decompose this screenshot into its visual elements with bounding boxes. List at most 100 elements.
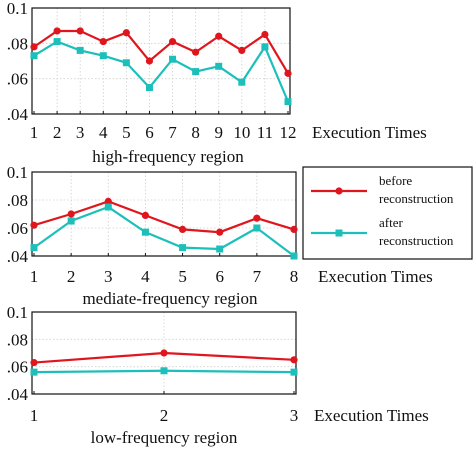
data-point-after bbox=[192, 68, 200, 76]
data-point-before bbox=[216, 228, 224, 236]
series-line-after bbox=[33, 40, 290, 103]
data-point-after bbox=[30, 52, 38, 60]
data-point-after bbox=[284, 98, 292, 106]
data-point-after bbox=[30, 244, 38, 252]
chart-panel-1: .04.06.080.11 2 3 4 5 6 7 8 9 10 11 12 Execution Tim… bbox=[7, 0, 427, 166]
data-point-after bbox=[53, 38, 61, 46]
data-point-after bbox=[169, 55, 177, 63]
x-axis-label: Execution Times bbox=[314, 406, 429, 425]
legend-marker-before bbox=[335, 187, 343, 195]
x-tick-label: 2 bbox=[67, 267, 76, 286]
series-line-before bbox=[33, 29, 289, 74]
data-point-before bbox=[141, 211, 150, 219]
data-point-before bbox=[253, 214, 261, 222]
x-tick-label: 10 bbox=[233, 123, 250, 142]
x-tick-label: 12 bbox=[280, 123, 297, 142]
x-tick-label: 6 bbox=[145, 123, 154, 142]
y-tick-label: .04 bbox=[7, 105, 29, 124]
x-tick-label: 4 bbox=[141, 267, 150, 286]
chart-panels: .04.06.080.11 2 3 4 5 6 7 8 9 10 11 12 Execution Tim… bbox=[7, 0, 433, 447]
data-point-after bbox=[290, 252, 298, 260]
x-tick-label: 3 bbox=[104, 267, 113, 286]
series-line-before bbox=[33, 200, 295, 234]
data-point-before bbox=[290, 225, 298, 233]
series-line-after bbox=[33, 205, 295, 257]
y-tick-label: .08 bbox=[7, 34, 28, 53]
x-tick-label: 3 bbox=[76, 123, 85, 142]
data-point-after bbox=[145, 84, 153, 91]
x-tick-label: 9 bbox=[214, 123, 223, 142]
data-point-before bbox=[53, 27, 61, 35]
data-point-before bbox=[67, 210, 75, 218]
data-point-before bbox=[168, 37, 177, 46]
data-point-after bbox=[253, 224, 261, 232]
data-point-after bbox=[30, 368, 38, 376]
data-point-after bbox=[261, 43, 269, 51]
y-tick-label: 0.1 bbox=[7, 0, 28, 18]
y-tick-label: 0.1 bbox=[7, 303, 28, 322]
x-tick-label: 5 bbox=[122, 123, 131, 142]
data-point-before bbox=[122, 29, 130, 37]
y-tick-label: .06 bbox=[7, 219, 28, 238]
y-tick-label: .08 bbox=[7, 191, 28, 210]
data-point-after bbox=[215, 62, 223, 70]
chart-panel-2: .04 .06 .08 0.1 1 2 3 4 5 6 7 8 Execution Times media… bbox=[7, 163, 433, 308]
data-point-before bbox=[145, 57, 154, 65]
x-tick-label: 7 bbox=[253, 267, 262, 286]
y-tick-label: 0.1 bbox=[7, 163, 28, 182]
data-point-before bbox=[30, 221, 38, 229]
y-tick-label: .06 bbox=[7, 70, 28, 89]
x-tick-label: 1 bbox=[30, 123, 39, 142]
x-tick-label: 6 bbox=[215, 267, 224, 286]
legend-label-after-line2: reconstruction bbox=[379, 233, 454, 248]
data-point-before bbox=[192, 48, 200, 56]
data-point-before bbox=[30, 43, 38, 51]
data-point-before bbox=[284, 69, 292, 77]
x-tick-label: 3 bbox=[290, 406, 299, 425]
chart-panel-3: .04 .06 .08 0.1 1 2 3 Execution Times low-freque… bbox=[7, 303, 429, 447]
y-tick-label: .08 bbox=[7, 330, 28, 349]
data-point-after bbox=[122, 59, 130, 67]
legend-box bbox=[302, 166, 473, 260]
data-point-before bbox=[290, 356, 298, 364]
data-point-after bbox=[290, 368, 298, 376]
x-tick-label: 7 bbox=[168, 123, 177, 142]
y-tick-label: .04 bbox=[7, 385, 29, 404]
data-point-after bbox=[67, 217, 75, 225]
x-tick-label: 1 bbox=[30, 267, 39, 286]
legend-marker-after bbox=[335, 229, 343, 237]
legend-label-after-line1: after bbox=[379, 215, 403, 230]
data-point-before bbox=[178, 225, 187, 233]
panel-title: low-frequency region bbox=[91, 428, 238, 447]
x-axis-label: Execution Times bbox=[318, 267, 433, 286]
x-tick-label: 11 bbox=[257, 123, 273, 142]
x-tick-label: 2 bbox=[160, 406, 169, 425]
data-point-before bbox=[238, 46, 246, 55]
x-tick-label: 8 bbox=[191, 123, 200, 142]
plot-frame bbox=[31, 171, 297, 257]
data-point-before bbox=[30, 358, 38, 367]
plot-frame bbox=[31, 311, 297, 395]
legend: before reconstruction after reconstruction bbox=[302, 166, 473, 260]
x-tick-label: 2 bbox=[53, 123, 62, 142]
data-point-before bbox=[99, 37, 107, 46]
data-point-after bbox=[216, 245, 224, 253]
data-point-after bbox=[179, 244, 187, 252]
x-axis-label: Execution Times bbox=[312, 123, 427, 142]
x-tick-label: 4 bbox=[99, 123, 108, 142]
data-point-after bbox=[104, 203, 112, 211]
x-tick-label: 8 bbox=[290, 267, 299, 286]
data-point-before bbox=[261, 30, 269, 39]
data-point-before bbox=[104, 197, 112, 205]
x-tick-label: 5 bbox=[178, 267, 187, 286]
data-point-after bbox=[160, 367, 168, 375]
panel-title: mediate-frequency region bbox=[82, 289, 258, 308]
legend-label-before-line1: before bbox=[379, 173, 412, 188]
data-point-after bbox=[76, 46, 84, 54]
plot-frame bbox=[31, 7, 291, 115]
data-point-after bbox=[238, 78, 246, 86]
data-point-before bbox=[215, 32, 223, 40]
legend-label-before-line2: reconstruction bbox=[379, 191, 454, 206]
x-tick-label: 1 bbox=[30, 406, 39, 425]
